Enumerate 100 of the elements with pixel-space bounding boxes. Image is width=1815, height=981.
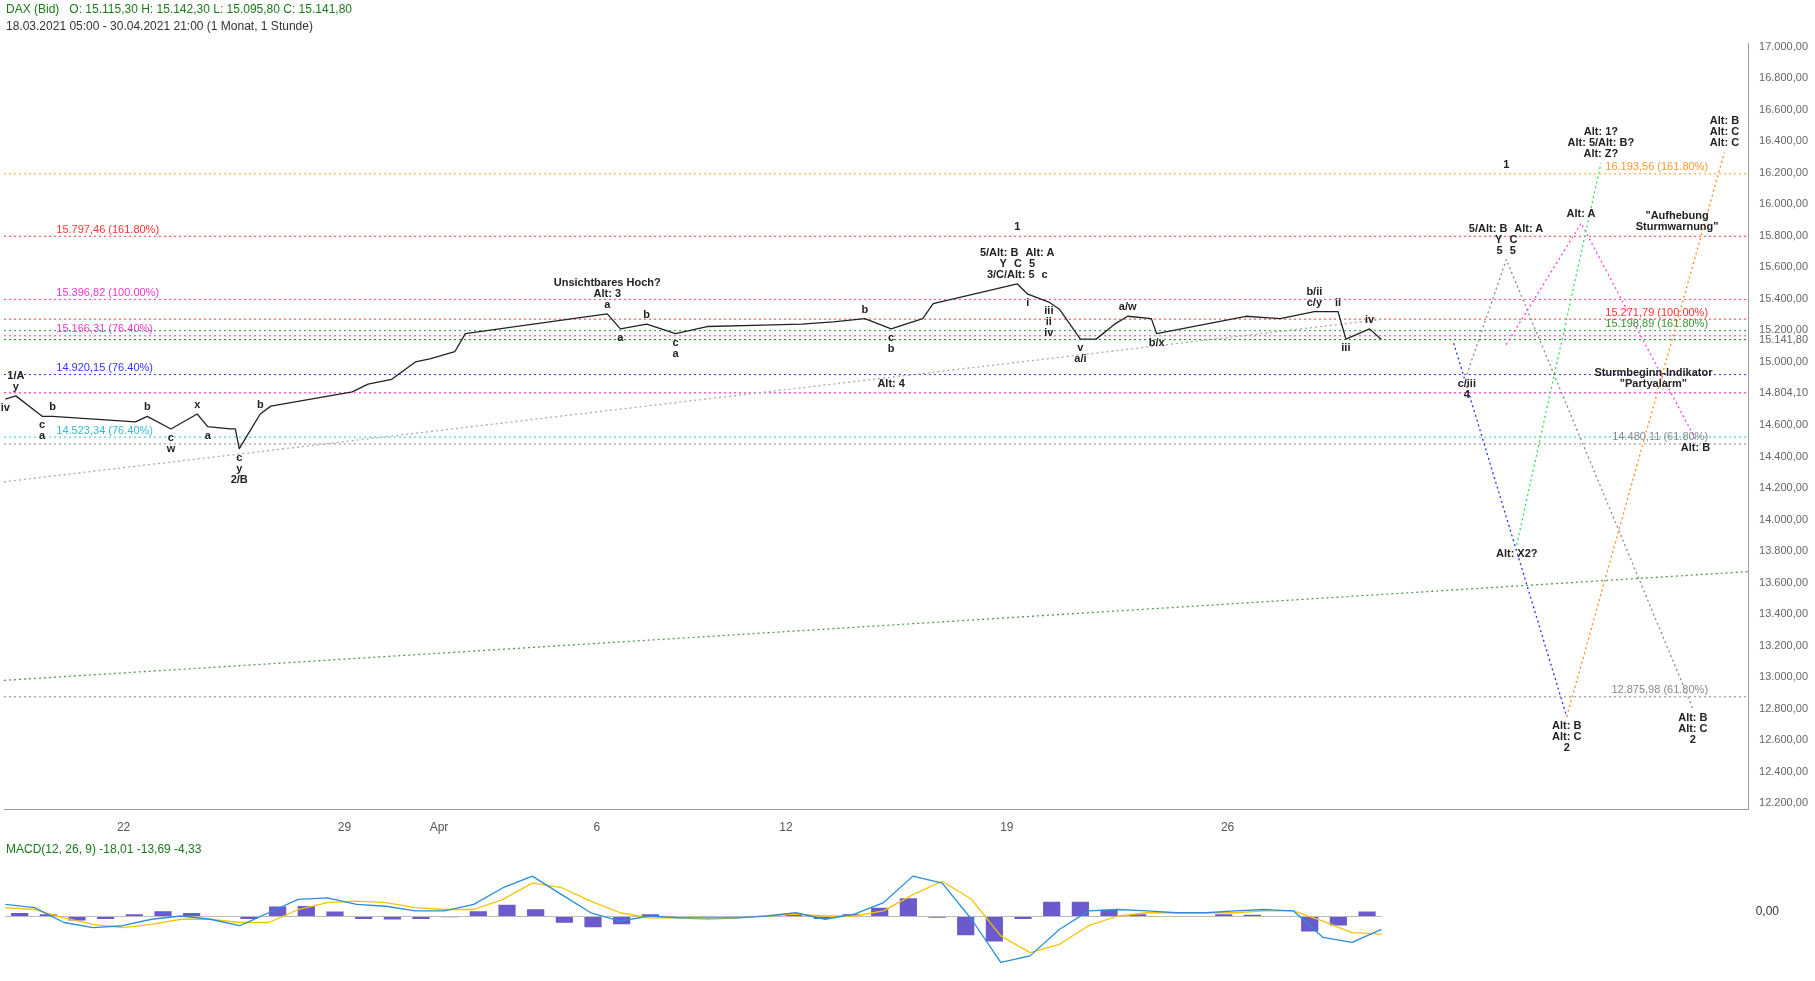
ref-line-label: 15.797,46 (161.80%) — [56, 222, 160, 235]
annotation: c — [236, 450, 243, 463]
x-tick-label: 29 — [337, 820, 352, 835]
annotation: iv — [1364, 312, 1376, 325]
y-tick-label: 16.800,00 — [1759, 71, 1808, 84]
bar — [469, 911, 487, 916]
annotation: Alt: B — [1680, 441, 1711, 454]
y-tick-label: 13.000,00 — [1759, 670, 1808, 683]
annotation: 5 — [1509, 243, 1516, 256]
annotation: x — [194, 398, 202, 411]
x-tick-label: 22 — [116, 820, 131, 835]
bar — [154, 911, 172, 916]
chart-title: DAX (Bid) — [6, 2, 60, 16]
x-tick-label: 19 — [1000, 820, 1014, 835]
annotation: iv — [0, 401, 11, 414]
annotation: b/ii — [1306, 284, 1323, 297]
bar — [957, 916, 975, 936]
annotation: Alt: B — [1678, 710, 1708, 723]
chart-title: MACD(12, 26, 9) -18,01 -13,69 -4,33 — [6, 842, 202, 856]
bar — [1358, 911, 1376, 916]
annotation: Alt: 5/Alt: B? — [1567, 136, 1635, 149]
annotation: b — [861, 302, 869, 315]
annotation: a — [204, 428, 212, 441]
chart-subtitle: O: 15.115,30 H: 15.142,30 L: 15.095,80 C: 15.141,80 — [69, 2, 353, 16]
y-tick-label: 15.200,00 — [1759, 323, 1808, 336]
annotation: Alt: Z? — [1583, 147, 1619, 160]
annotation: b — [49, 400, 57, 413]
bar — [498, 904, 516, 916]
ref-line-label: 14.920,15 (76.40%) — [56, 361, 153, 374]
annotation: 1/A — [7, 368, 25, 381]
annotation: c — [672, 335, 679, 348]
bar — [527, 909, 545, 916]
annotation: 1 — [1503, 157, 1510, 170]
annotation: 5 — [1028, 256, 1036, 269]
bar — [1071, 901, 1089, 916]
bar — [183, 912, 201, 916]
x-tick-label: 12 — [779, 820, 793, 835]
annotation: iii — [1044, 304, 1054, 317]
annotation: Alt: C — [1709, 125, 1740, 138]
y-tick-label: 13.600,00 — [1759, 575, 1808, 588]
annotation: c — [1041, 267, 1048, 280]
annotation: Alt: C — [1709, 136, 1740, 149]
annotation: Alt: 4 — [877, 376, 906, 389]
annotation: ii — [1334, 295, 1342, 308]
annotation: 2/B — [230, 472, 248, 485]
bar — [899, 898, 917, 916]
annotation: 1 — [1014, 220, 1021, 233]
x-tick-label: 6 — [593, 820, 601, 835]
annotation: b — [143, 400, 151, 413]
ref-line-label: 15.198,89 (161.80%) — [1605, 317, 1709, 330]
annotation: Sturmwarnung" — [1635, 220, 1719, 233]
annotation: c — [888, 330, 895, 343]
ref-line-label: 15.271,79 (100.00%) — [1605, 305, 1709, 318]
annotation: ii — [1045, 315, 1052, 328]
annotation: c — [167, 431, 174, 443]
y-tick-label: 13.200,00 — [1759, 638, 1808, 651]
annotation: 5/Alt: B — [1468, 221, 1508, 234]
y-tick-label: 16.000,00 — [1759, 197, 1808, 210]
annotation: c/iii — [1457, 376, 1476, 389]
x-tick-label: 26 — [1220, 820, 1235, 835]
y-tick-label: 17.000,00 — [1759, 39, 1808, 52]
y-tick-label: 16.200,00 — [1759, 165, 1808, 178]
annotation: a/w — [1118, 300, 1138, 313]
annotation: c — [39, 418, 46, 431]
annotation: Alt: 3 — [593, 286, 622, 299]
bar — [1043, 901, 1061, 916]
bar — [11, 912, 29, 916]
annotation: iii — [1341, 341, 1351, 354]
ref-line-label: 15.166,31 (76.40%) — [56, 322, 153, 335]
annotation: iv — [1044, 326, 1055, 339]
y-tick-label: 14.600,00 — [1759, 418, 1808, 431]
annotation: c/y — [1306, 295, 1323, 308]
y-tick-label: 12.200,00 — [1759, 796, 1808, 809]
y-tick-label: 12.400,00 — [1759, 764, 1808, 777]
annotation: a — [672, 346, 680, 359]
annotation: C — [1013, 256, 1022, 269]
annotation: b — [643, 308, 651, 321]
y-tick-label: 15.400,00 — [1759, 291, 1808, 304]
y-tick-label: 14.804,10 — [1759, 385, 1808, 398]
annotation: a/i — [1074, 352, 1087, 365]
annotation: 5/Alt: B — [979, 245, 1019, 258]
y-tick-label: 14.000,00 — [1759, 512, 1808, 525]
annotation: 2 — [1689, 732, 1696, 745]
y-tick-label: 16.400,00 — [1759, 134, 1808, 147]
annotation: b — [887, 341, 895, 354]
annotation: 5 — [1496, 243, 1503, 256]
annotation: Alt: C — [1678, 721, 1708, 734]
y-tick-label: 12.600,00 — [1759, 733, 1808, 746]
ref-line-label: 14.523,34 (76.40%) — [56, 423, 153, 436]
annotation: Alt: X2? — [1495, 546, 1538, 559]
annotation: i — [1026, 296, 1030, 309]
y-tick-label: 12.800,00 — [1759, 701, 1808, 714]
annotation: w — [165, 442, 176, 454]
annotation: 2 — [1563, 740, 1570, 753]
annotation: Alt: B — [1552, 718, 1582, 731]
annotation: Alt: 1? — [1583, 125, 1619, 138]
ref-line-label: 12.875,98 (61.80%) — [1611, 683, 1709, 696]
annotation: b — [256, 398, 264, 411]
y-tick-label: 14.200,00 — [1759, 481, 1808, 494]
y-tick-label: 15.600,00 — [1759, 260, 1808, 273]
